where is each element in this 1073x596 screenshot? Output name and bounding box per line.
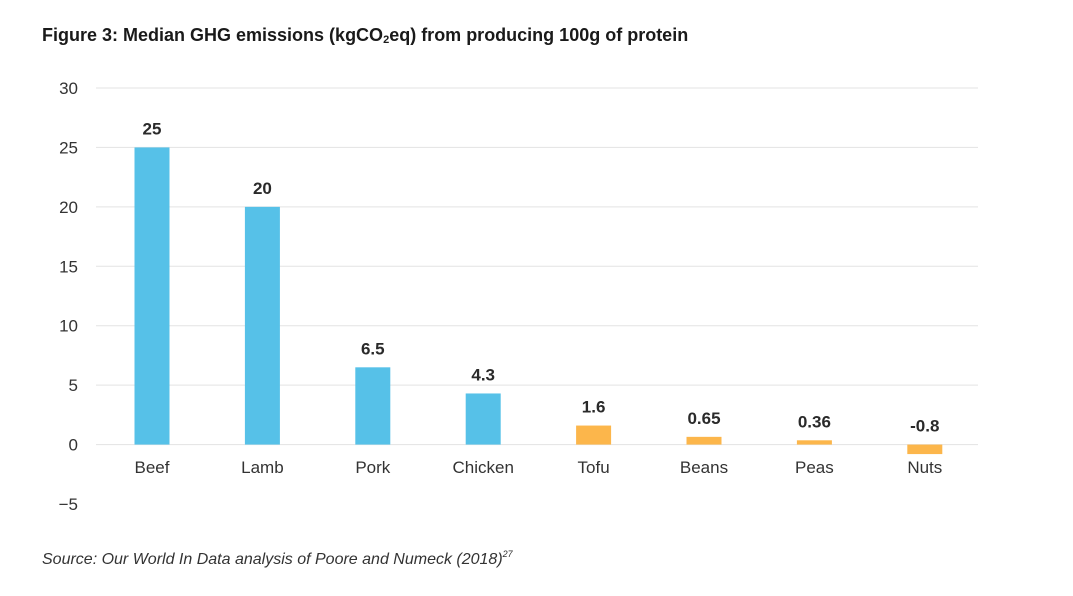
bar-pork (355, 367, 391, 445)
bar-beans (686, 436, 722, 445)
value-label-peas: 0.36 (798, 412, 831, 431)
value-label-tofu: 1.6 (582, 398, 606, 417)
bar-beef (134, 147, 170, 445)
bar-nuts (907, 444, 943, 455)
chart-title: Figure 3: Median GHG emissions (kgCO2eq)… (42, 25, 688, 46)
y-tick-label: 20 (59, 198, 78, 217)
y-tick-label: 5 (69, 376, 78, 395)
x-tick-label-nuts: Nuts (907, 458, 942, 477)
source-note: Source: Our World In Data analysis of Po… (42, 549, 513, 569)
value-label-beef: 25 (143, 119, 162, 138)
chart-title-subscript: 2 (383, 34, 390, 46)
y-axis-tick-labels: 30 25 20 15 10 5 0 −5 (59, 79, 78, 514)
x-tick-label-chicken: Chicken (452, 458, 513, 477)
x-axis-tick-labels: Beef Lamb Pork Chicken Tofu Beans Peas Nuts (135, 458, 943, 477)
source-text: Source: Our World In Data analysis of Po… (42, 551, 503, 568)
x-tick-label-lamb: Lamb (241, 458, 284, 477)
x-tick-label-tofu: Tofu (578, 458, 610, 477)
bar-chicken (465, 393, 501, 445)
value-label-nuts: -0.8 (910, 417, 939, 436)
y-tick-label: 0 (69, 436, 78, 455)
bar-tofu (576, 425, 612, 445)
bar-lamb (244, 206, 280, 445)
bar-peas (796, 440, 832, 445)
value-label-pork: 6.5 (361, 339, 385, 358)
x-tick-label-peas: Peas (795, 458, 834, 477)
chart-title-suffix: eq) from producing 100g of protein (389, 25, 689, 45)
y-tick-label: 15 (59, 257, 78, 276)
bars (134, 147, 943, 455)
chart-title-prefix: Figure 3: Median GHG emissions (kgCO (42, 25, 384, 45)
y-tick-label: 25 (59, 138, 78, 157)
gridlines (96, 87, 978, 446)
x-tick-label-pork: Pork (355, 458, 390, 477)
y-tick-label: −5 (59, 495, 78, 514)
source-footnote: 27 (502, 549, 513, 559)
x-tick-label-beef: Beef (135, 458, 170, 477)
value-label-lamb: 20 (253, 179, 272, 198)
value-label-chicken: 4.3 (471, 365, 495, 384)
y-tick-label: 30 (59, 79, 78, 98)
value-label-beans: 0.65 (687, 409, 720, 428)
y-tick-label: 10 (59, 317, 78, 336)
x-tick-label-beans: Beans (680, 458, 728, 477)
value-labels: 25 20 6.5 4.3 1.6 0.65 0.36 -0.8 (143, 119, 940, 435)
